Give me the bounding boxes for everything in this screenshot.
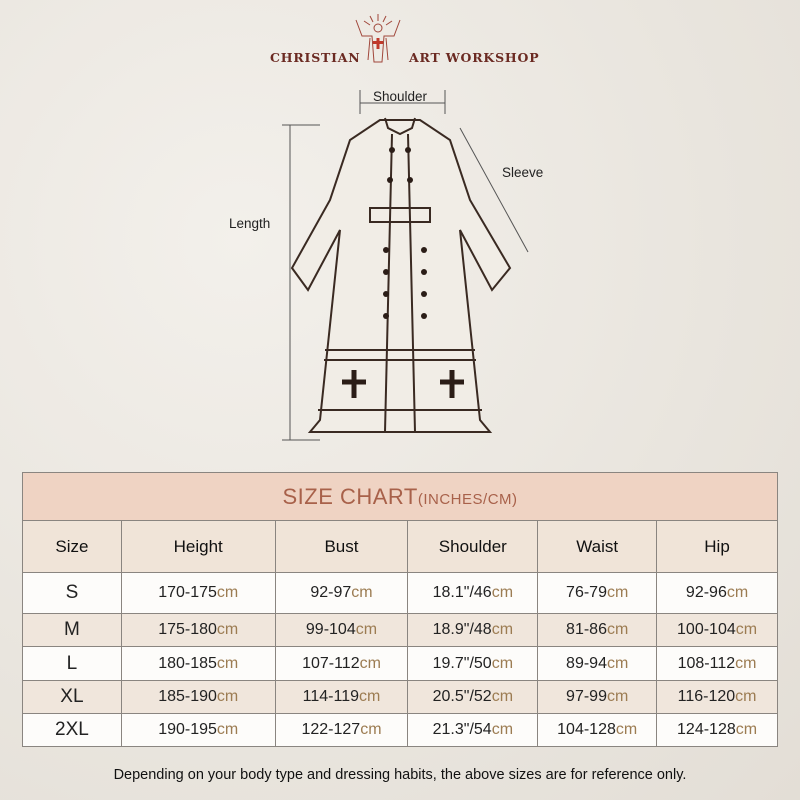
size-chart-table: SIZE CHART(INCHES/CM) Size Height Bust S…: [22, 472, 778, 747]
unit-label: cm: [735, 688, 757, 705]
unit-label: cm: [491, 621, 514, 638]
cell-shoulder: 18.9"/48cm: [407, 613, 539, 647]
cell-hip: 124-128cm: [656, 713, 778, 747]
unit-label: cm: [216, 621, 239, 638]
brand-left-text: CHRISTIAN: [270, 50, 361, 65]
cell-hip: 116-120cm: [656, 680, 778, 714]
jesus-with-cross-icon: [355, 14, 401, 63]
unit-label: cm: [735, 654, 757, 672]
cell-height: 190-195cm: [120, 713, 276, 747]
cell-shoulder: 19.7"/50cm: [407, 646, 539, 681]
table-row: S 170-175cm 92-97cm 18.1"/46cm 76-79cm 92-96c…: [22, 572, 778, 614]
unit-label: cm: [216, 654, 239, 672]
cell-bust: 107-112cm: [274, 646, 409, 681]
unit-label: cm: [491, 584, 514, 601]
cell-waist: 97-99cm: [537, 680, 658, 714]
cell-waist: 81-86cm: [537, 613, 658, 647]
cell-shoulder: 20.5"/52cm: [407, 680, 539, 714]
footer-note: Depending on your body type and dressing…: [113, 767, 687, 783]
unit-label: cm: [359, 654, 381, 672]
cell-size: XL: [22, 680, 122, 714]
sleeve-label: Sleeve: [502, 165, 544, 180]
unit-label: cm: [359, 688, 381, 705]
unit-label: cm: [606, 688, 629, 705]
cell-waist: 104-128cm: [537, 713, 658, 747]
header-row: Size Height Bust Shoulder Waist Hip: [22, 520, 778, 573]
cell-size: L: [22, 646, 122, 681]
robe-illustration: [282, 90, 529, 441]
cell-bust: 99-104cm: [274, 613, 409, 647]
cell-hip: 108-112cm: [656, 646, 778, 681]
unit-label: cm: [606, 584, 629, 601]
col-header-hip: Hip: [656, 520, 778, 573]
cell-waist: 89-94cm: [537, 646, 658, 681]
brand-right-text: ART WORKSHOP: [409, 50, 540, 65]
unit-label: cm: [606, 621, 629, 638]
cell-height: 175-180cm: [120, 613, 276, 647]
brand-logo: CHRISTIAN ART WORKSHOP: [260, 12, 540, 72]
unit-label: cm: [726, 584, 749, 601]
col-header-height: Height: [120, 520, 276, 573]
unit-label: cm: [615, 721, 638, 738]
cell-size: S: [22, 572, 122, 614]
cell-shoulder: 18.1"/46cm: [407, 572, 539, 614]
unit-label: cm: [491, 688, 514, 705]
shoulder-label: Shoulder: [373, 89, 428, 104]
cell-height: 185-190cm: [120, 680, 276, 714]
unit-label: cm: [491, 654, 514, 672]
col-header-shoulder: Shoulder: [407, 520, 539, 573]
size-chart-title: SIZE CHART(INCHES/CM): [22, 472, 778, 521]
cell-bust: 92-97cm: [274, 572, 409, 614]
cell-hip: 100-104cm: [656, 613, 778, 647]
cell-hip: 92-96cm: [656, 572, 778, 614]
cell-height: 170-175cm: [120, 572, 276, 614]
col-header-size: Size: [22, 520, 122, 573]
table-row: 2XL 190-195cm 122-127cm 21.3"/54cm 104-128cm…: [22, 713, 778, 747]
cell-shoulder: 21.3"/54cm: [407, 713, 539, 747]
cell-bust: 114-119cm: [274, 680, 409, 714]
cell-size: 2XL: [22, 713, 122, 747]
table-row: XL 185-190cm 114-119cm 20.5"/52cm 97-99cm 116…: [22, 680, 778, 714]
cell-size: M: [22, 613, 122, 647]
table-row: M 175-180cm 99-104cm 18.9"/48cm 81-86cm 100-1…: [22, 613, 778, 647]
unit-label: cm: [606, 654, 629, 672]
unit-label: cm: [355, 621, 378, 638]
unit-label: cm: [491, 721, 514, 738]
unit-label: cm: [216, 688, 239, 705]
cell-waist: 76-79cm: [537, 572, 658, 614]
unit-label: cm: [735, 621, 758, 638]
cell-bust: 122-127cm: [274, 713, 409, 747]
col-header-waist: Waist: [537, 520, 658, 573]
table-row: L 180-185cm 107-112cm 19.7"/50cm 89-94cm 108-…: [22, 646, 778, 681]
unit-label: cm: [216, 584, 239, 601]
unit-label: cm: [735, 721, 758, 738]
unit-label: cm: [216, 721, 239, 738]
unit-label: cm: [351, 584, 373, 601]
cell-height: 180-185cm: [120, 646, 276, 681]
unit-label: cm: [360, 721, 382, 738]
length-label: Length: [229, 216, 271, 231]
col-header-bust: Bust: [274, 520, 409, 573]
